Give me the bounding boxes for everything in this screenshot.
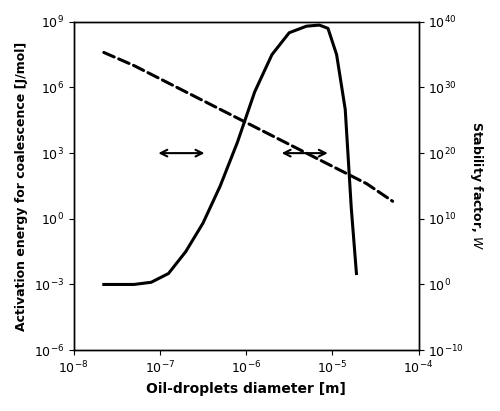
X-axis label: Oil-droplets diameter [m]: Oil-droplets diameter [m] [146, 382, 346, 396]
Y-axis label: Stability factor, $W$: Stability factor, $W$ [468, 121, 485, 251]
Y-axis label: Activation energy for coalescence [J/mol]: Activation energy for coalescence [J/mol… [15, 42, 28, 330]
